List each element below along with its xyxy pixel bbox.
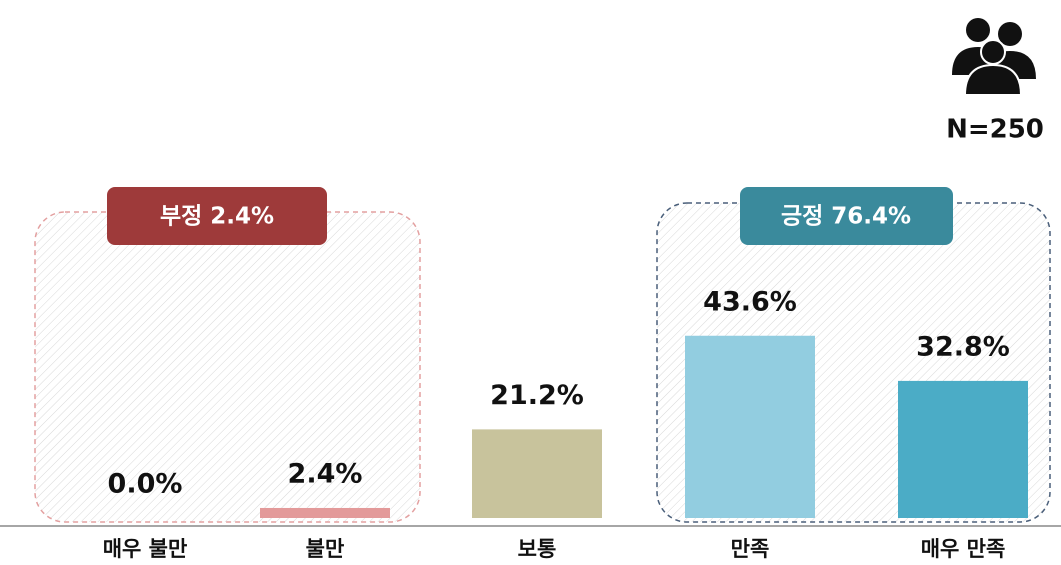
x-tick-label: 만족 (731, 537, 770, 561)
value-label: 2.4% (288, 458, 363, 489)
negative-badge (107, 187, 327, 245)
x-tick-label: 매우 만족 (921, 537, 1006, 561)
value-label: 32.8% (916, 331, 1010, 362)
bar (898, 380, 1028, 518)
bar (260, 507, 390, 518)
x-tick-label: 매우 불만 (103, 537, 188, 561)
positive-badge (740, 187, 953, 245)
value-label: 21.2% (490, 380, 584, 411)
negative-label: 부정 2.4% (160, 204, 274, 230)
x-tick-label: 보통 (518, 537, 557, 561)
value-label: 43.6% (703, 286, 797, 317)
people-icon (952, 18, 1036, 96)
positive-label: 긍정 76.4% (781, 204, 911, 230)
value-label: 0.0% (108, 469, 183, 500)
bar (685, 335, 815, 518)
bar (472, 429, 602, 518)
x-tick-label: 불만 (306, 537, 345, 561)
sample-size: N=250 (946, 115, 1044, 145)
